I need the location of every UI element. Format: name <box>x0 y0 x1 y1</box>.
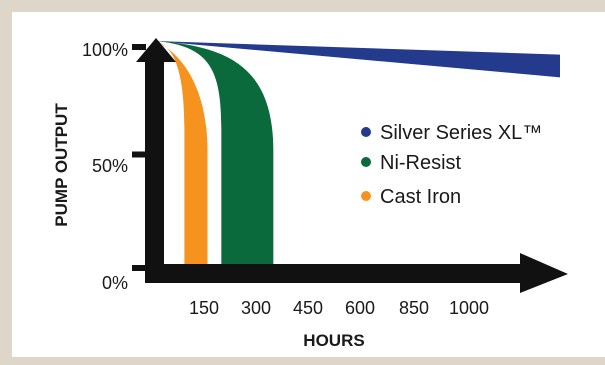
legend-label-ni-resist: Ni-Resist <box>380 152 462 174</box>
y-tick-mark <box>132 44 146 50</box>
y-tick-label: 100% <box>82 40 128 60</box>
y-tick-marks <box>132 44 146 271</box>
series-area-ni-resist <box>155 41 274 268</box>
x-axis-arrow <box>145 253 568 293</box>
x-axis-title: HOURS <box>303 331 364 350</box>
x-tick-label: 1000 <box>449 298 489 318</box>
x-tick-label: 300 <box>241 298 271 318</box>
x-tick-label: 850 <box>399 298 429 318</box>
y-tick-mark <box>132 151 146 158</box>
x-tick-label: 450 <box>293 298 323 318</box>
legend-marker-ni-resist <box>361 157 371 167</box>
legend-label-cast-iron: Cast Iron <box>380 186 461 208</box>
y-tick-label: 50% <box>92 156 128 176</box>
series-area-cast-iron <box>155 41 208 268</box>
series-area-silver <box>155 41 560 78</box>
legend-label-silver: Silver Series XL™ <box>380 122 542 144</box>
x-tick-label: 600 <box>345 298 375 318</box>
y-tick-label: 0% <box>102 273 128 293</box>
y-axis-title: PUMP OUTPUT <box>52 103 71 227</box>
y-tick-mark <box>132 265 146 271</box>
legend-marker-cast-iron <box>361 191 371 201</box>
legend-marker-silver <box>361 127 371 137</box>
y-axis-arrow <box>136 38 176 283</box>
x-tick-label: 150 <box>189 298 219 318</box>
